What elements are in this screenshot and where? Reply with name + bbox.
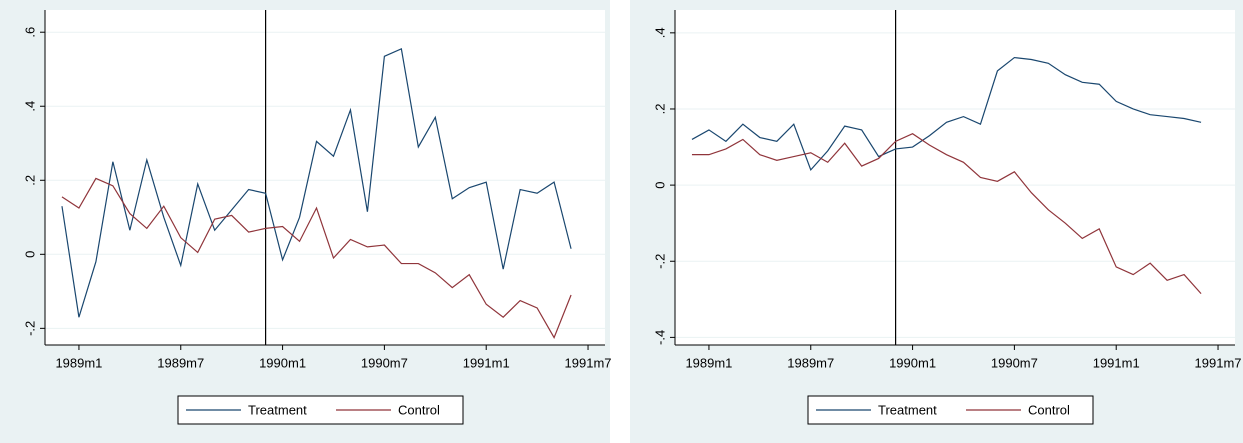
x-tick-label: 1989m7	[787, 355, 834, 370]
y-tick-label: 0	[652, 181, 667, 188]
x-tick-label: 1991m1	[463, 355, 510, 370]
y-tick-label: -.4	[652, 330, 667, 345]
series-line	[61, 48, 572, 318]
y-tick-label: 0	[22, 251, 37, 258]
series-line	[691, 133, 1202, 295]
y-tick-label: -.2	[652, 254, 667, 269]
series-line	[691, 56, 1202, 172]
x-tick-label: 1989m1	[685, 355, 732, 370]
legend-label: Control	[1028, 402, 1070, 417]
x-tick-label: 1990m1	[889, 355, 936, 370]
x-tick-label: 1989m1	[55, 355, 102, 370]
y-tick-label: .2	[22, 175, 37, 186]
series-line	[61, 177, 572, 339]
y-tick-label: .4	[652, 27, 667, 38]
y-tick-label: .2	[652, 104, 667, 115]
legend-label: Treatment	[248, 402, 307, 417]
plot-area	[45, 10, 605, 345]
x-tick-label: 1991m7	[565, 355, 612, 370]
y-tick-label: .4	[22, 101, 37, 112]
x-tick-label: 1990m7	[991, 355, 1038, 370]
plot-area	[675, 10, 1235, 345]
x-tick-label: 1989m7	[157, 355, 204, 370]
y-tick-label: -.2	[22, 321, 37, 336]
y-tick-label: .6	[22, 27, 37, 38]
x-tick-label: 1991m1	[1093, 355, 1140, 370]
x-tick-label: 1990m1	[259, 355, 306, 370]
x-tick-label: 1991m7	[1195, 355, 1242, 370]
x-tick-label: 1990m7	[361, 355, 408, 370]
legend-label: Treatment	[878, 402, 937, 417]
legend-label: Control	[398, 402, 440, 417]
